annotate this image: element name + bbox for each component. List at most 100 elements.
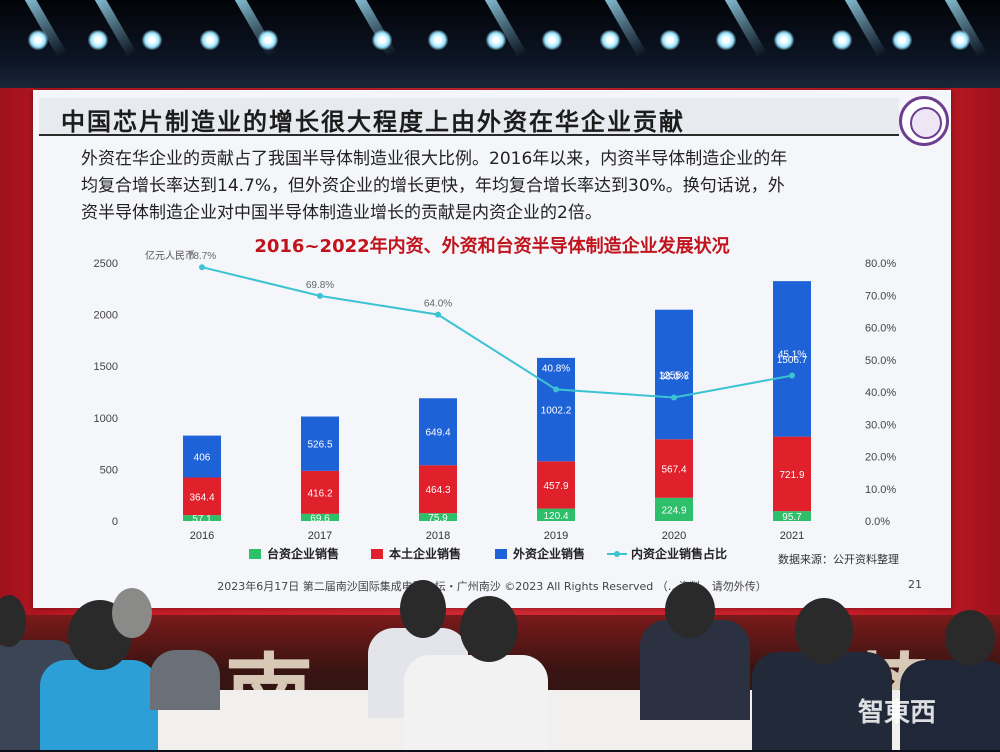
source-note: 数据来源：公开资料整理 [778,553,899,566]
share-point-label: 40.8% [542,363,570,374]
light-beam [353,0,397,58]
chart-heading: 2016~2022年内资、外资和台资半导体制造企业发展状况 [254,236,730,257]
y-left-tick-label: 1000 [94,413,118,425]
bar-value-label: 1002.2 [541,406,572,417]
stage-lamp [950,30,970,50]
legend-label: 外资企业销售 [513,546,585,561]
audience-member [404,655,548,750]
bar-value-label: 526.5 [307,440,332,451]
share-point [553,386,559,393]
stage-lamp [892,30,912,50]
audience-member [900,660,1000,750]
x-tick-label: 2021 [780,530,804,542]
slide-footer: 2023年6月17日 第二届南沙国际集成电路…坛・广州南沙 ©2023 All … [217,580,767,593]
bar-value-label: 120.4 [543,511,568,522]
bar-value-label: 649.4 [425,428,450,439]
share-point [435,311,441,318]
light-beam [943,0,987,58]
bar-value-label: 75.9 [428,513,448,524]
share-point [789,372,795,379]
slide-paragraph: 外资在华企业的贡献占了我国半导体制造业很大比例。2016年以来，内资半导体制造企… [81,146,941,227]
audience-head [112,588,152,638]
y-left-tick-label: 2000 [94,310,118,322]
bar-value-label: 1255.2 [659,370,690,381]
university-seal-icon [899,96,949,146]
audience-head [460,596,518,662]
unit-label: 亿元人民币 [145,249,195,262]
stage-lamp [142,30,162,50]
share-point [199,264,205,271]
paragraph-line: 均复合增长率达到14.7%，但外资企业的增长更快，年均复合增长率达到30%。换句… [81,176,785,196]
share-point-label: 64.0% [424,299,452,310]
bar-value-label: 457.9 [543,481,568,492]
bar-segment [183,477,221,516]
stage-lamp [88,30,108,50]
y-left-tick-label: 0 [112,516,118,528]
light-beam [483,0,527,58]
audience-head [945,610,995,666]
slide-title-bar: 中国芯片制造业的增长很大程度上由外资在华企业贡献 [39,98,899,136]
y-right-tick-label: 20.0% [865,452,896,464]
y-right-tick-label: 80.0% [865,258,896,270]
stage-lamp [200,30,220,50]
watermark-text: 智東西 [858,698,937,728]
bar-value-label: 1506.7 [777,355,808,366]
y-right-tick-label: 0.0% [865,516,890,528]
share-point-label: 69.8% [306,280,334,291]
bar-segment [537,357,575,462]
x-tick-label: 2020 [662,530,686,542]
y-right-tick-label: 50.0% [865,355,896,367]
stage-lamp [600,30,620,50]
x-tick-label: 2017 [308,530,332,542]
y-right-tick-label: 70.0% [865,290,896,302]
legend-swatch [371,549,383,559]
share-point [317,292,323,299]
bar-value-label: 567.4 [661,465,686,476]
audience-head [795,598,853,664]
stage-lamp [716,30,736,50]
x-tick-label: 2016 [190,530,214,542]
audience-head [0,595,26,647]
bar-value-label: 57.1 [192,514,212,525]
audience-member [40,660,158,750]
share-point-label: 38.3% [660,371,688,382]
x-tick-label: 2018 [426,530,450,542]
legend-label: 台资企业销售 [267,546,339,561]
stage-lamp [542,30,562,50]
share-point-label: 78.7% [188,251,216,262]
y-right-tick-label: 40.0% [865,387,896,399]
stage-lamp [258,30,278,50]
legend-swatch [614,551,620,557]
bar-segment [301,513,339,521]
y-right-tick-label: 10.0% [865,484,896,496]
bar-segment [537,508,575,521]
y-left-tick-label: 1500 [94,361,118,373]
bar-segment [301,470,339,514]
share-line [201,266,793,399]
bar-value-label: 95.7 [782,512,802,523]
bar-value-label: 69.6 [310,513,330,524]
bar-value-label: 224.9 [661,505,686,516]
bar-segment [419,513,457,521]
bar-value-label: 364.4 [189,492,214,503]
stage-lamp [28,30,48,50]
share-point-label: 45.1% [778,350,806,361]
legend-label: 内资企业销售占比 [631,546,727,561]
bar-segment [183,435,221,478]
bar-segment [419,465,457,514]
stage-lamp [774,30,794,50]
legend-swatch [495,549,507,559]
bar-segment [655,497,693,521]
page-number: 21 [908,578,922,591]
bar-segment [537,461,575,509]
bar-value-label: 464.3 [425,485,450,496]
y-right-tick-label: 30.0% [865,419,896,431]
bar-segment [419,398,457,466]
slide-title: 中国芯片制造业的增长很大程度上由外资在华企业贡献 [61,107,685,136]
bar-segment [655,309,693,440]
y-left-tick-label: 500 [100,464,118,476]
stage-lamp [660,30,680,50]
audience-head [400,580,446,638]
audience-head [665,582,715,638]
bar-segment [773,281,811,437]
